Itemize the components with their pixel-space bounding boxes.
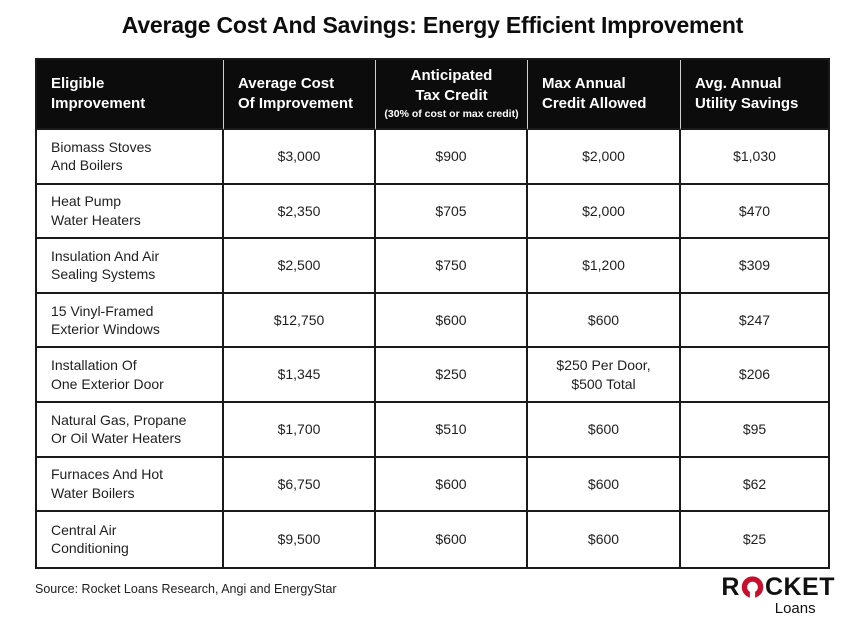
- cell-improvement: Insulation And Air Sealing Systems: [37, 239, 224, 294]
- source-note: Source: Rocket Loans Research, Angi and …: [35, 582, 337, 596]
- cell-average-cost: $9,500: [224, 512, 376, 567]
- cell-max-credit: $600: [528, 512, 681, 567]
- cell-improvement: Installation Of One Exterior Door: [37, 348, 224, 403]
- cell-utility-savings: $247: [681, 294, 828, 349]
- logo-wordmark: R CKET: [721, 575, 835, 600]
- column-header-label: Average Cost Of Improvement: [238, 75, 354, 112]
- cell-max-credit: $2,000: [528, 184, 681, 240]
- cell-improvement: 15 Vinyl-Framed Exterior Windows: [37, 293, 224, 349]
- cell-tax-credit: $600: [376, 457, 528, 513]
- cell-tax-credit: $250: [376, 348, 528, 403]
- cell-max-credit: $1,200: [528, 239, 681, 294]
- cell-tax-credit: $900: [376, 130, 528, 185]
- column-header-note: (30% of cost or max credit): [384, 108, 519, 121]
- cell-max-credit: $2,000: [528, 130, 681, 185]
- cell-average-cost: $1,700: [224, 402, 376, 458]
- cell-tax-credit: $600: [376, 512, 528, 567]
- cell-utility-savings: $1,030: [681, 130, 828, 185]
- cell-improvement: Biomass Stoves And Boilers: [37, 130, 224, 185]
- cell-average-cost: $6,750: [224, 457, 376, 513]
- rocket-loans-logo: R CKET Loans: [721, 575, 835, 618]
- cell-tax-credit: $510: [376, 402, 528, 458]
- cell-tax-credit: $600: [376, 293, 528, 349]
- column-header-max-annual-credit: Max Annual Credit Allowed: [528, 60, 681, 130]
- cell-average-cost: $12,750: [224, 293, 376, 349]
- column-header-anticipated-tax-credit: Anticipated Tax Credit (30% of cost or m…: [376, 60, 528, 130]
- column-header-avg-annual-savings: Avg. Annual Utility Savings: [681, 60, 828, 130]
- cell-average-cost: $2,350: [224, 184, 376, 240]
- logo-loans-text: Loans: [774, 600, 816, 617]
- column-header-label: Max Annual Credit Allowed: [542, 75, 647, 112]
- column-header-average-cost: Average Cost Of Improvement: [224, 60, 376, 130]
- cell-utility-savings: $206: [681, 348, 828, 403]
- cell-average-cost: $2,500: [224, 239, 376, 294]
- cell-max-credit: $600: [528, 457, 681, 513]
- cost-savings-table: Eligible Improvement Average Cost Of Imp…: [35, 58, 830, 569]
- column-header-label: Anticipated Tax Credit: [410, 66, 493, 104]
- cell-average-cost: $1,345: [224, 348, 376, 403]
- column-header-label: Eligible Improvement: [51, 75, 146, 112]
- cell-max-credit: $250 Per Door, $500 Total: [528, 348, 681, 403]
- cell-improvement: Central Air Conditioning: [37, 512, 224, 567]
- cell-tax-credit: $705: [376, 184, 528, 240]
- column-header-label: Avg. Annual Utility Savings: [695, 75, 799, 112]
- cell-improvement: Natural Gas, Propane Or Oil Water Heater…: [37, 402, 224, 458]
- cell-improvement: Heat Pump Water Heaters: [37, 184, 224, 240]
- cell-tax-credit: $750: [376, 239, 528, 294]
- cell-average-cost: $3,000: [224, 130, 376, 185]
- cell-utility-savings: $95: [681, 403, 828, 458]
- cell-max-credit: $600: [528, 293, 681, 349]
- column-header-eligible-improvement: Eligible Improvement: [37, 60, 224, 130]
- cell-max-credit: $600: [528, 402, 681, 458]
- rocket-o-icon: [741, 576, 764, 599]
- logo-text-cket: CKET: [764, 573, 835, 601]
- cell-utility-savings: $470: [681, 185, 828, 240]
- cell-utility-savings: $25: [742, 531, 767, 548]
- cell-utility-savings: $309: [681, 239, 828, 294]
- cell-utility-savings: $62: [681, 458, 828, 513]
- logo-text-r: R: [721, 573, 740, 601]
- cell-improvement: Furnaces And Hot Water Boilers: [37, 457, 224, 513]
- page-title: Average Cost And Savings: Energy Efficie…: [121, 12, 744, 38]
